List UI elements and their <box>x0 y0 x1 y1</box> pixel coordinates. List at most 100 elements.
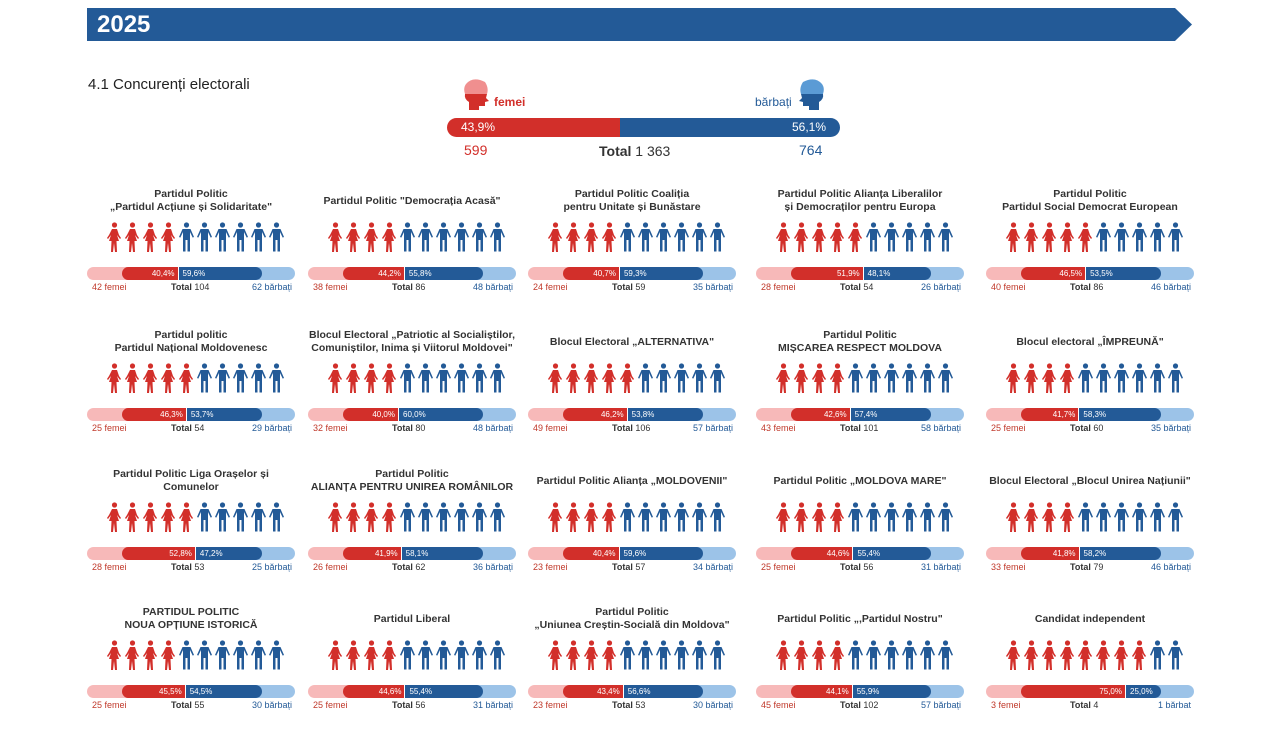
women-bar-segment: 46,2% <box>563 408 628 421</box>
men-bar-segment: 55,4% <box>405 685 483 698</box>
man-figure-icon <box>453 502 470 537</box>
party-card: Partidul Politic MIȘCAREA RESPECT MOLDOV… <box>756 327 964 447</box>
man-figure-icon <box>489 363 506 398</box>
man-figure-icon <box>471 640 488 675</box>
woman-figure-icon <box>363 502 380 537</box>
gender-bar: 40,7% 59,3% <box>528 267 736 280</box>
man-figure-icon <box>1167 363 1184 398</box>
woman-figure-icon <box>775 640 792 675</box>
man-figure-icon <box>435 640 452 675</box>
woman-figure-icon <box>547 363 564 398</box>
women-bar-segment: 41,8% <box>1021 547 1080 560</box>
party-total: Total 80 <box>392 423 426 433</box>
man-figure-icon <box>1131 363 1148 398</box>
woman-figure-icon <box>1005 222 1022 257</box>
party-card: Candidat independent 75,0% 25,0% 3 femei… <box>986 604 1194 724</box>
man-figure-icon <box>901 502 918 537</box>
women-count: 32 femei <box>313 423 348 433</box>
men-bar-segment: 25,0% <box>1126 685 1161 698</box>
gender-bar: 40,0% 60,0% <box>308 408 516 421</box>
man-figure-icon <box>453 222 470 257</box>
women-count: 23 femei <box>533 700 568 710</box>
men-count: 31 bărbați <box>920 562 961 572</box>
year-label: 2025 <box>97 11 151 38</box>
woman-figure-icon <box>583 640 600 675</box>
party-card: Partidul Politic Liga Orașelor și Comune… <box>87 466 295 586</box>
man-figure-icon <box>709 222 726 257</box>
man-figure-icon <box>453 640 470 675</box>
party-title: Partidul politic Partidul Național Moldo… <box>114 329 268 354</box>
woman-figure-icon <box>775 363 792 398</box>
man-figure-icon <box>619 222 636 257</box>
women-bar-segment: 44,1% <box>791 685 853 698</box>
man-figure-icon <box>1131 222 1148 257</box>
party-total: Total 79 <box>1070 562 1104 572</box>
party-title: Partidul Politic „Uniunea Creștin-Social… <box>534 606 730 631</box>
men-bar-segment: 54,5% <box>185 685 262 698</box>
man-figure-icon <box>1167 222 1184 257</box>
figure-row <box>547 640 726 675</box>
man-figure-icon <box>268 502 285 537</box>
man-figure-icon <box>1167 640 1184 675</box>
party-title: PARTIDUL POLITIC NOUA OPȚIUNE ISTORICĂ <box>124 606 258 631</box>
gender-bar: 52,8% 47,2% <box>87 547 295 560</box>
woman-figure-icon <box>327 640 344 675</box>
women-count: 26 femei <box>313 562 348 572</box>
man-figure-icon <box>196 502 213 537</box>
women-count: 33 femei <box>991 562 1026 572</box>
man-figure-icon <box>214 363 231 398</box>
woman-figure-icon <box>1005 502 1022 537</box>
gender-bar: 46,5% 53,5% <box>986 267 1194 280</box>
party-total: Total 56 <box>392 700 426 710</box>
man-figure-icon <box>655 502 672 537</box>
party-card: Partidul Politic Coaliția pentru Unitate… <box>528 186 736 306</box>
man-figure-icon <box>937 502 954 537</box>
gender-bar: 51,9% 48,1% <box>756 267 964 280</box>
woman-figure-icon <box>1005 640 1022 675</box>
woman-figure-icon <box>811 363 828 398</box>
man-figure-icon <box>1149 502 1166 537</box>
man-figure-icon <box>399 222 416 257</box>
men-count: 36 bărbați <box>472 562 513 572</box>
man-figure-icon <box>847 363 864 398</box>
party-total: Total 59 <box>612 282 646 292</box>
men-bar-segment: 58,2% <box>1079 547 1161 560</box>
women-count: 24 femei <box>533 282 568 292</box>
figure-row <box>547 222 726 257</box>
woman-figure-icon <box>178 502 195 537</box>
man-figure-icon <box>847 502 864 537</box>
man-figure-icon <box>655 363 672 398</box>
man-head-icon <box>799 79 824 110</box>
party-total: Total 102 <box>840 700 879 710</box>
women-count: 28 femei <box>761 282 796 292</box>
man-figure-icon <box>196 640 213 675</box>
women-bar-segment: 40,7% <box>563 267 620 280</box>
men-label: bărbați <box>755 95 792 109</box>
woman-figure-icon <box>363 222 380 257</box>
men-bar-segment: 47,2% <box>195 547 262 560</box>
party-card: Partidul Politic Partidul Social Democra… <box>986 186 1194 306</box>
summary-women-segment: 43,9% <box>447 118 620 137</box>
gender-bar: 41,7% 58,3% <box>986 408 1194 421</box>
party-card: Partidul Politic „,Partidul Nostru" 44,1… <box>756 604 964 724</box>
party-total: Total 104 <box>171 282 210 292</box>
woman-figure-icon <box>619 363 636 398</box>
men-bar-segment: 60,0% <box>399 408 483 421</box>
woman-figure-icon <box>601 363 618 398</box>
man-figure-icon <box>691 363 708 398</box>
men-count: 62 bărbați <box>251 282 292 292</box>
woman-figure-icon <box>1059 363 1076 398</box>
woman-figure-icon <box>829 640 846 675</box>
man-figure-icon <box>655 222 672 257</box>
woman-figure-icon <box>829 222 846 257</box>
man-figure-icon <box>619 502 636 537</box>
woman-figure-icon <box>142 363 159 398</box>
woman-figure-icon <box>775 502 792 537</box>
woman-figure-icon <box>160 640 177 675</box>
party-total: Total 57 <box>612 562 646 572</box>
woman-figure-icon <box>345 222 362 257</box>
woman-figure-icon <box>1131 640 1148 675</box>
party-total: Total 86 <box>392 282 426 292</box>
summary-bar: 43,9% 56,1% <box>447 118 840 137</box>
figure-row <box>775 640 954 675</box>
